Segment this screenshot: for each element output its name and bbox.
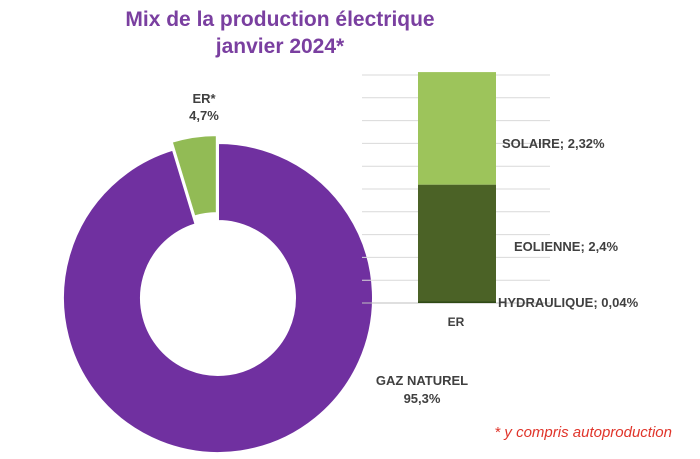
footnote: * y compris autoproduction: [494, 424, 672, 441]
chart-title-line-1: Mix de la production électrique: [125, 8, 435, 31]
donut-label-gaz-name: GAZ NATUREL: [376, 373, 468, 388]
bar-label-hydraulique: HYDRAULIQUE; 0,04%: [498, 295, 639, 310]
stacked-bar-chart: [418, 72, 496, 303]
bar-label-eolienne: EOLIENNE; 2,4%: [514, 239, 618, 254]
chart-title-line-2: janvier 2024*: [215, 35, 345, 58]
donut-chart: [62, 134, 374, 454]
donut-slice-er: [170, 134, 218, 218]
bar-category-label: ER: [448, 315, 465, 329]
chart-labels: ER* 4,7% GAZ NATUREL 95,3% SOLAIRE; 2,32% EOL…: [189, 91, 638, 406]
bar-segment-eolienne: [418, 184, 496, 302]
bar-label-solaire: SOLAIRE; 2,32%: [502, 136, 605, 151]
bar-segment-solaire: [418, 72, 496, 185]
bar-segment-hydraulique: [418, 301, 496, 303]
donut-slice-gaz-naturel: [62, 141, 374, 454]
donut-label-er-value: 4,7%: [189, 108, 219, 123]
donut-label-gaz-value: 95,3%: [404, 391, 441, 406]
donut-label-er-name: ER*: [192, 91, 216, 106]
